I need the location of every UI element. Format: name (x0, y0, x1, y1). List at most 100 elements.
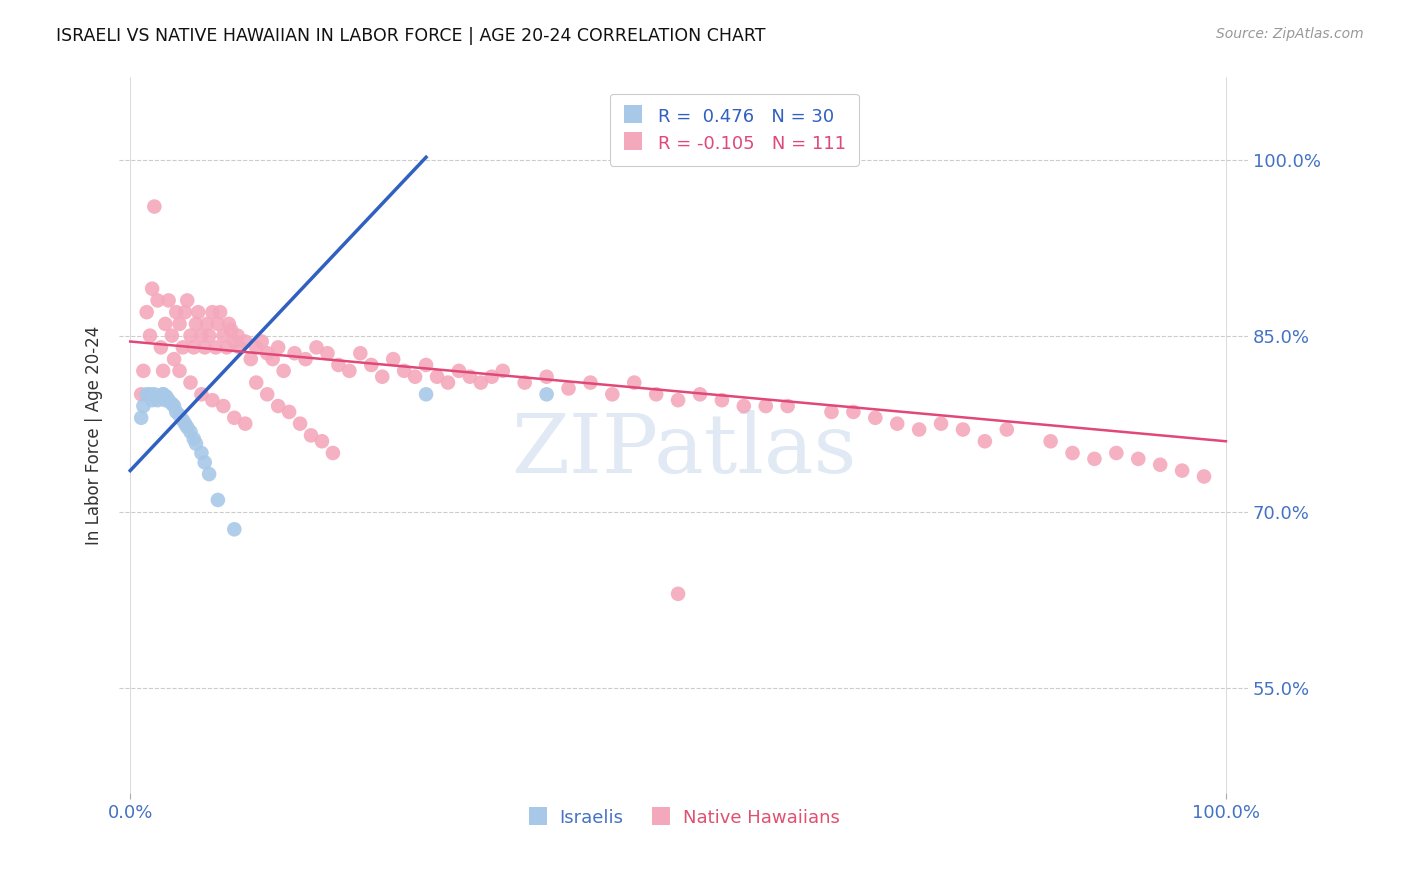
Point (215, 340, 238, 354)
Point (995, 423, 1018, 437)
Point (165, 305, 187, 319)
Point (209, 305, 232, 319)
Point (212, 328, 235, 343)
Point (174, 305, 197, 319)
Point (470, 376, 492, 390)
Point (212, 399, 235, 413)
Point (666, 587, 689, 601)
Point (579, 376, 602, 390)
Point (392, 364, 415, 378)
Point (152, 387, 174, 401)
Point (733, 399, 755, 413)
Point (176, 420, 198, 434)
Point (143, 200, 166, 214)
Point (201, 393, 224, 408)
Point (152, 364, 174, 378)
Point (207, 317, 229, 331)
Point (492, 364, 515, 378)
Point (224, 410, 246, 425)
Point (437, 376, 460, 390)
Point (224, 522, 246, 536)
Point (776, 399, 799, 413)
Point (513, 376, 536, 390)
Point (666, 393, 689, 408)
Point (360, 358, 382, 372)
Point (404, 369, 426, 384)
Point (382, 352, 405, 367)
Point (149, 390, 172, 404)
Point (267, 399, 290, 413)
Point (157, 393, 180, 408)
Point (204, 340, 226, 354)
Point (481, 369, 503, 384)
Point (218, 317, 240, 331)
Point (256, 346, 278, 360)
Point (207, 492, 229, 507)
Point (195, 317, 218, 331)
Point (689, 387, 711, 401)
Point (262, 352, 284, 367)
Point (152, 387, 174, 401)
Point (536, 369, 558, 384)
Point (328, 358, 350, 372)
Point (284, 346, 307, 360)
Point (190, 387, 212, 401)
Point (349, 346, 371, 360)
Point (245, 376, 267, 390)
Point (233, 417, 256, 431)
Point (952, 423, 974, 437)
Point (176, 293, 198, 308)
Point (198, 328, 221, 343)
Text: ISRAELI VS NATIVE HAWAIIAN IN LABOR FORCE | AGE 20-24 CORRELATION CHART: ISRAELI VS NATIVE HAWAIIAN IN LABOR FORC… (56, 27, 766, 45)
Text: Source: ZipAtlas.com: Source: ZipAtlas.com (1216, 27, 1364, 41)
Point (842, 405, 865, 419)
Point (1171, 464, 1194, 478)
Point (163, 352, 186, 367)
Point (143, 387, 166, 401)
Point (623, 376, 645, 390)
Point (710, 393, 733, 408)
Point (536, 387, 558, 401)
Point (557, 381, 579, 395)
Point (371, 369, 394, 384)
Point (179, 328, 201, 343)
Point (141, 393, 163, 408)
Point (256, 387, 278, 401)
Point (415, 358, 437, 372)
Point (886, 417, 908, 431)
Point (190, 328, 212, 343)
Point (179, 376, 201, 390)
Point (267, 340, 290, 354)
Point (160, 397, 183, 411)
Point (224, 334, 246, 349)
Point (229, 340, 252, 354)
Point (139, 387, 162, 401)
Point (755, 399, 778, 413)
Point (135, 387, 157, 401)
Point (239, 352, 262, 367)
Point (865, 410, 887, 425)
Point (155, 393, 177, 408)
Point (129, 387, 152, 401)
Point (299, 428, 322, 442)
Point (1039, 434, 1062, 449)
Point (337, 364, 360, 378)
Point (316, 346, 339, 360)
Point (311, 434, 333, 449)
Point (155, 390, 177, 404)
Point (198, 467, 221, 482)
Point (1149, 458, 1171, 472)
Point (820, 405, 842, 419)
Point (172, 340, 194, 354)
Point (426, 369, 449, 384)
Point (179, 425, 201, 439)
Point (132, 399, 155, 413)
Point (165, 405, 187, 419)
Point (139, 328, 162, 343)
Point (929, 417, 952, 431)
Point (305, 340, 328, 354)
Text: ZIPatlas: ZIPatlas (510, 409, 856, 490)
Point (149, 340, 172, 354)
Point (183, 340, 205, 354)
Point (169, 364, 191, 378)
